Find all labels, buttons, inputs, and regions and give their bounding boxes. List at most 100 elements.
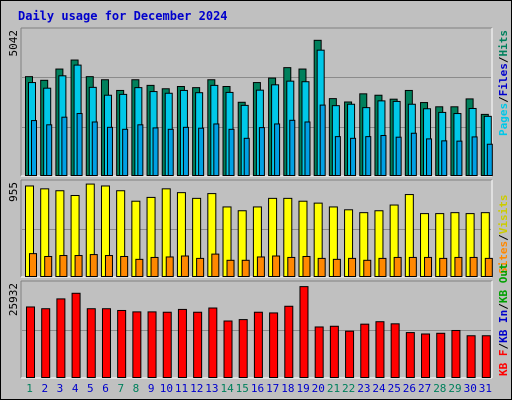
pages-bar	[167, 128, 174, 176]
sites-bar	[120, 255, 129, 278]
sites-bar	[302, 255, 311, 278]
day-label: 17	[266, 382, 279, 395]
pages-bar	[365, 136, 372, 177]
kbytes-bar	[329, 325, 339, 378]
day-label: 26	[403, 382, 416, 395]
sites-bar	[29, 253, 37, 277]
kbytes-bar	[177, 308, 187, 378]
kbytes-bar	[481, 335, 491, 378]
hits-legend-text: Pages/Files/Hits	[497, 30, 510, 136]
kbytes-bar	[345, 330, 355, 379]
sites-bar	[424, 256, 433, 278]
pages-bar	[61, 116, 68, 176]
pages-bar	[137, 124, 144, 176]
legend-entry: KB F	[497, 350, 510, 377]
day-label: 4	[72, 382, 79, 395]
kbytes-bar	[86, 308, 96, 379]
day-label: 2	[41, 382, 48, 395]
sites-bar	[378, 257, 387, 278]
pages-bar	[319, 104, 326, 176]
kbytes-bar	[284, 305, 294, 379]
visits-legend: Sites/Visits	[497, 195, 510, 275]
kbytes-bar	[208, 307, 218, 378]
sites-bar	[180, 255, 189, 278]
pages-bar	[91, 121, 98, 176]
kbytes-bar	[117, 309, 127, 378]
day-label: 21	[327, 382, 340, 395]
sites-bar	[454, 256, 463, 278]
day-label: 5	[87, 382, 94, 395]
legend-entry: Visits	[497, 195, 510, 235]
pages-bar	[471, 136, 478, 177]
day-label: 23	[357, 382, 370, 395]
kbytes-bar	[299, 286, 309, 379]
pages-bar	[46, 124, 53, 176]
legend-entry: /	[497, 343, 510, 350]
pages-bar	[395, 136, 402, 176]
sites-bar	[317, 257, 326, 278]
kbytes-bar	[101, 308, 111, 379]
day-label: 16	[251, 382, 264, 395]
legend-entry: Pages	[497, 103, 510, 136]
sites-bar	[74, 255, 83, 278]
pages-bar	[198, 127, 205, 176]
pages-bar	[456, 140, 463, 177]
pages-bar	[106, 126, 113, 176]
pages-bar	[274, 123, 281, 176]
day-label: 31	[479, 382, 492, 395]
pages-bar	[182, 126, 189, 176]
kbytes-bar	[147, 311, 157, 379]
day-label: 7	[117, 382, 124, 395]
sites-bar	[196, 257, 205, 278]
kbytes-bar	[162, 311, 172, 378]
day-label: 27	[418, 382, 431, 395]
day-label: 14	[220, 382, 234, 395]
sites-bar	[241, 259, 250, 278]
pages-bar	[289, 119, 296, 176]
legend-entry: /	[497, 96, 510, 103]
kbytes-bar	[71, 292, 81, 378]
sites-bar	[348, 257, 357, 278]
sites-bar	[165, 256, 174, 278]
day-label: 3	[57, 382, 64, 395]
pages-bar	[350, 137, 357, 177]
pages-bar	[441, 140, 448, 176]
day-label: 11	[175, 382, 188, 395]
kbytes-bar	[269, 312, 279, 378]
visits-legend-text: Sites/Visits	[497, 195, 510, 275]
sites-bar	[150, 256, 159, 278]
kbytes-bar	[56, 298, 66, 378]
sites-bar	[44, 255, 53, 278]
pages-bar	[243, 137, 250, 177]
day-label: 29	[448, 382, 461, 395]
hits-legend: Pages/Files/Hits	[497, 30, 510, 136]
pages-bar	[304, 121, 311, 176]
day-label: 13	[205, 382, 218, 395]
kbytes-bar	[405, 332, 415, 378]
pages-bar	[334, 136, 341, 177]
legend-entry: KB In	[497, 310, 510, 343]
sites-bar	[363, 259, 372, 278]
kbytes-bar	[390, 323, 400, 378]
sites-bar	[484, 257, 493, 278]
sites-bar	[211, 253, 220, 277]
hits-panel-ymax-label: 5042	[7, 30, 20, 57]
sites-bar	[439, 257, 448, 278]
pages-bar	[426, 138, 433, 176]
day-label: 10	[160, 382, 173, 395]
kbytes-bar	[223, 320, 233, 378]
kbytes-bar	[132, 311, 142, 379]
pages-bar	[213, 123, 220, 176]
day-label: 30	[464, 382, 477, 395]
kbytes-bar	[436, 332, 446, 379]
sites-bar	[287, 256, 296, 278]
kbytes-bar	[421, 333, 431, 379]
sites-bar	[89, 254, 98, 278]
sites-bar	[393, 256, 402, 278]
pages-bar	[486, 143, 493, 177]
sites-bar	[226, 259, 235, 278]
day-label: 22	[342, 382, 355, 395]
day-label: 24	[372, 382, 386, 395]
